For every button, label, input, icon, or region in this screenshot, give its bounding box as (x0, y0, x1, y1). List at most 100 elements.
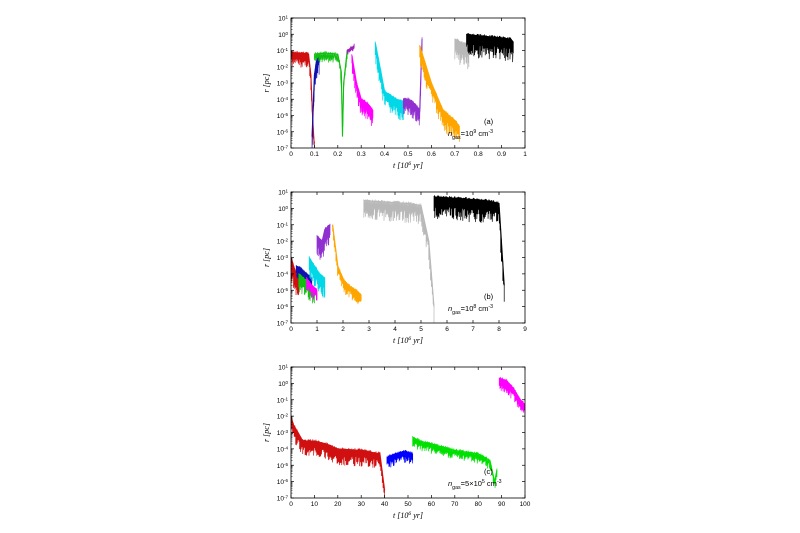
series-3-envelope (314, 50, 348, 137)
panel-label: (b) (484, 292, 494, 301)
y-tick-label: 10-6 (277, 128, 289, 137)
x-tick-label: 0.5 (403, 151, 412, 158)
y-tick-label: 10-2 (277, 63, 289, 72)
x-tick-label: 80 (475, 501, 483, 508)
y-tick-label: 10-2 (277, 237, 289, 246)
x-tick-label: 4 (393, 326, 397, 333)
panel-label: (a) (484, 117, 494, 126)
y-tick-label: 10-3 (277, 79, 289, 88)
x-tick-label: 0.7 (450, 151, 459, 158)
series-8-line (419, 45, 460, 142)
x-tick-label: 100 (520, 501, 531, 508)
y-axis-label: r [pc] (262, 423, 271, 442)
y-tick-label: 10-5 (277, 461, 289, 470)
x-tick-label: 0.8 (474, 151, 483, 158)
series-1-envelope (291, 415, 386, 491)
series-9-envelope (433, 196, 505, 286)
series-2-line (386, 450, 414, 468)
x-tick-label: 2 (341, 326, 345, 333)
x-tick-label: 0.9 (497, 151, 506, 158)
x-tick-label: 5 (419, 326, 423, 333)
series-group (291, 376, 525, 498)
series-3-envelope (412, 436, 498, 482)
series-6-line (316, 223, 331, 260)
series-10-line (466, 33, 514, 63)
x-tick-label: 0 (289, 151, 293, 158)
x-tick-label: 0 (289, 501, 293, 508)
y-axis-label: r [pc] (262, 248, 271, 267)
series-8-envelope (363, 200, 435, 307)
series-2-envelope (295, 265, 313, 280)
series-1-envelope (291, 51, 315, 144)
series-2-envelope (386, 450, 413, 458)
series-group (291, 33, 514, 148)
x-tick-label: 0.2 (333, 151, 342, 158)
y-tick-label: 101 (278, 363, 288, 372)
x-tick-label: 9 (523, 326, 527, 333)
y-tick-label: 101 (278, 188, 288, 197)
x-tick-label: 20 (334, 501, 342, 508)
series-4-envelope (346, 45, 355, 51)
y-tick-label: 10-5 (277, 112, 289, 121)
panels: 0 0.1 0.2 0.3 0.4 0.5 0.6 0.7 0.8 0.9 1 10-7 10-6 10-… (262, 14, 531, 520)
density-annotation: ngas=108 cm-3 (448, 304, 493, 316)
x-tick-label: 0.4 (380, 151, 389, 158)
y-tick-label: 100 (278, 204, 288, 213)
series-5-envelope (306, 278, 318, 291)
y-tick-label: 101 (278, 14, 288, 23)
series-8-envelope (419, 45, 460, 128)
y-tick-label: 10-1 (277, 221, 289, 230)
series-6-envelope (374, 42, 404, 103)
y-tick-label: 10-6 (277, 303, 289, 312)
y-tick-label: 10-7 (277, 319, 289, 328)
y-axis-label: r [pc] (262, 74, 271, 93)
x-tick-label: 8 (497, 326, 501, 333)
series-1-line (291, 414, 385, 498)
series-7-envelope (332, 224, 362, 296)
series-10-envelope (466, 33, 514, 44)
x-axis-label: t [106 yr] (393, 511, 423, 520)
x-tick-label: 0.3 (357, 151, 366, 158)
series-7-line (402, 37, 423, 126)
y-tick-label: 100 (278, 30, 288, 39)
series-4-line (498, 376, 525, 415)
density-annotation: ngas=5×105 cm-3 (448, 479, 502, 491)
series-5-envelope (351, 55, 374, 111)
y-tick-label: 10-4 (277, 95, 289, 104)
y-tick-label: 10-3 (277, 254, 289, 263)
panel-c: 0 10 20 30 40 50 60 70 80 90 100 10-7 10-6 10-5 10-4 10… (262, 363, 531, 520)
y-tick-label: 100 (278, 379, 288, 388)
x-tick-label: 30 (358, 501, 366, 508)
x-tick-label: 0.6 (427, 151, 436, 158)
x-tick-label: 3 (367, 326, 371, 333)
x-tick-label: 7 (471, 326, 475, 333)
y-tick-label: 10-4 (277, 270, 289, 279)
x-axis-label: t [106 yr] (393, 336, 423, 345)
series-7-envelope (403, 39, 423, 113)
x-tick-label: 70 (451, 501, 459, 508)
y-tick-label: 10-1 (277, 47, 289, 56)
x-tick-label: 0 (289, 326, 293, 333)
series-8-line (363, 199, 435, 323)
x-tick-label: 10 (311, 501, 319, 508)
x-tick-label: 40 (381, 501, 389, 508)
series-2-line (295, 264, 313, 289)
series-6-envelope (316, 224, 331, 243)
y-tick-label: 10-7 (277, 144, 289, 153)
x-tick-label: 50 (404, 501, 412, 508)
panel-label: (c) (484, 467, 493, 476)
series-4-envelope (308, 257, 326, 280)
panel-a: 0 0.1 0.2 0.3 0.4 0.5 0.6 0.7 0.8 0.9 1 10-7 10-6 10-… (262, 14, 527, 170)
y-tick-label: 10-2 (277, 412, 289, 421)
x-tick-label: 1 (523, 151, 527, 158)
y-tick-label: 10-5 (277, 286, 289, 295)
series-9-line (454, 38, 470, 70)
x-tick-label: 1 (315, 326, 319, 333)
y-tick-label: 10-3 (277, 429, 289, 438)
y-tick-label: 10-7 (277, 494, 289, 503)
x-tick-label: 6 (445, 326, 449, 333)
y-tick-label: 10-6 (277, 478, 289, 487)
series-7-line (332, 224, 362, 305)
y-tick-label: 10-4 (277, 445, 289, 454)
